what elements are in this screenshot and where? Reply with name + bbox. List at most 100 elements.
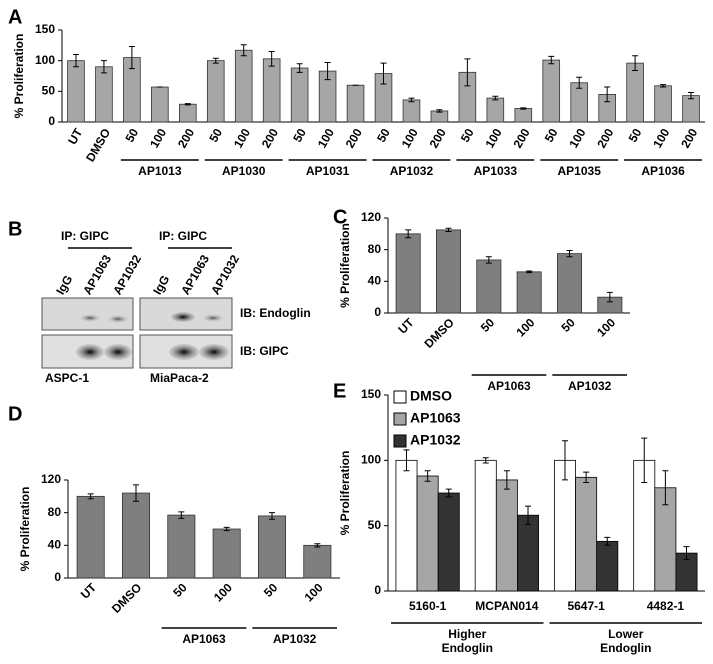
error-bar bbox=[525, 505, 532, 525]
bar bbox=[212, 528, 241, 579]
y-tick-label: 0 bbox=[48, 114, 55, 128]
x-tick-label: 100 bbox=[147, 126, 169, 151]
band bbox=[107, 315, 129, 323]
y-axis-label: % Proliferation bbox=[338, 223, 352, 308]
group-label: AP1013 bbox=[138, 164, 182, 178]
bar bbox=[234, 49, 253, 123]
bar bbox=[514, 108, 533, 123]
bar bbox=[395, 233, 421, 314]
error-bar bbox=[662, 470, 669, 506]
x-tick-label: 100 bbox=[566, 126, 588, 151]
x-tick-label: 200 bbox=[175, 126, 197, 151]
error-bar bbox=[314, 543, 321, 548]
error-bar bbox=[100, 60, 107, 74]
bar bbox=[476, 259, 502, 314]
error-bar bbox=[445, 227, 452, 232]
row-label: IB: Endoglin bbox=[240, 306, 311, 320]
bar bbox=[437, 492, 460, 592]
y-tick-label: 80 bbox=[48, 505, 62, 519]
legend-label: DMSO bbox=[410, 388, 452, 404]
bar bbox=[95, 66, 113, 123]
panel-letter: C bbox=[333, 206, 347, 228]
error-bar bbox=[403, 449, 410, 472]
bar bbox=[67, 60, 85, 123]
bar bbox=[516, 271, 542, 314]
bar bbox=[596, 540, 619, 592]
bar bbox=[122, 492, 151, 579]
legend-swatch bbox=[393, 390, 407, 404]
error-bar bbox=[561, 440, 568, 481]
bar bbox=[486, 97, 505, 123]
group-label: AP1032 bbox=[390, 164, 434, 178]
error-bar bbox=[604, 536, 611, 546]
error-bar bbox=[128, 46, 135, 70]
legend-swatch bbox=[393, 412, 407, 426]
y-tick-label: 40 bbox=[368, 274, 382, 288]
group-label: AP1030 bbox=[222, 164, 266, 178]
y-tick-label: 80 bbox=[368, 242, 382, 256]
band bbox=[76, 344, 104, 360]
x-tick-label: 50 bbox=[542, 126, 561, 145]
x-tick-label: 100 bbox=[315, 126, 337, 151]
x-tick-label: 50 bbox=[170, 580, 190, 600]
x-tick-label: UT bbox=[395, 315, 417, 337]
error-bar bbox=[632, 55, 639, 71]
error-bar bbox=[566, 249, 573, 258]
x-tick-label: 100 bbox=[211, 580, 235, 604]
ip-label: IP: GIPC bbox=[159, 229, 207, 243]
bar bbox=[346, 84, 365, 123]
x-tick-label: DMSO bbox=[109, 580, 144, 615]
error-bar bbox=[688, 92, 695, 100]
bar bbox=[290, 67, 309, 123]
lane-label: IgG bbox=[150, 273, 172, 297]
band bbox=[171, 312, 195, 322]
x-tick-label: DMSO bbox=[83, 126, 113, 164]
x-tick-label: 50 bbox=[458, 126, 477, 145]
y-tick-label: 100 bbox=[35, 53, 55, 67]
error-bar bbox=[526, 270, 533, 274]
group-label: Lower bbox=[608, 627, 644, 641]
x-tick-label: 5160-1 bbox=[409, 599, 447, 613]
y-tick-label: 150 bbox=[361, 387, 381, 401]
x-tick-label: UT bbox=[65, 126, 85, 147]
y-tick-label: 40 bbox=[48, 538, 62, 552]
x-tick-label: 200 bbox=[427, 126, 449, 151]
error-bar bbox=[436, 109, 443, 113]
error-bar bbox=[184, 103, 191, 106]
band bbox=[199, 344, 229, 360]
error-bar bbox=[445, 488, 452, 498]
x-tick-label: 50 bbox=[374, 126, 393, 145]
y-axis-label: % Proliferation bbox=[18, 487, 32, 572]
bar bbox=[495, 479, 518, 592]
ip-label: IP: GIPC bbox=[61, 229, 109, 243]
bar bbox=[402, 99, 421, 123]
bar bbox=[262, 58, 281, 123]
y-tick-label: 50 bbox=[368, 518, 382, 532]
error-bar bbox=[424, 470, 431, 482]
panel-letter: E bbox=[333, 380, 346, 402]
x-tick-label: 50 bbox=[290, 126, 309, 145]
blot-box bbox=[41, 297, 134, 331]
error-bar bbox=[240, 44, 247, 57]
error-bar bbox=[492, 95, 499, 101]
error-bar bbox=[380, 62, 387, 85]
x-tick-label: 50 bbox=[122, 126, 141, 145]
x-tick-label: 100 bbox=[650, 126, 672, 151]
group-label: AP1032 bbox=[568, 379, 612, 393]
bar bbox=[542, 59, 561, 123]
band bbox=[169, 344, 199, 360]
lane-label: IgG bbox=[53, 273, 75, 297]
error-bar bbox=[87, 493, 94, 500]
group-label: AP1036 bbox=[641, 164, 685, 178]
x-tick-label: 50 bbox=[206, 126, 225, 145]
bar bbox=[151, 86, 169, 123]
group-label: AP1063 bbox=[182, 632, 226, 646]
error-bar bbox=[604, 86, 611, 103]
y-tick-label: 0 bbox=[54, 570, 61, 584]
error-bar bbox=[324, 62, 331, 81]
error-bar bbox=[133, 484, 139, 502]
x-tick-label: 200 bbox=[259, 126, 281, 151]
x-tick-label: MCPAN014 bbox=[475, 599, 538, 613]
error-bar bbox=[503, 470, 510, 490]
